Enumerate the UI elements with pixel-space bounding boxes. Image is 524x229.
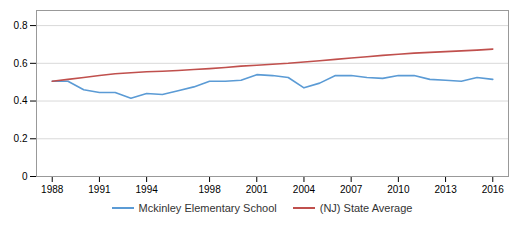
svg-text:2004: 2004 [293, 184, 316, 195]
svg-text:2016: 2016 [482, 184, 505, 195]
svg-text:1988: 1988 [41, 184, 64, 195]
svg-text:1998: 1998 [198, 184, 221, 195]
svg-text:2010: 2010 [387, 184, 410, 195]
svg-text:0: 0 [22, 171, 28, 182]
html-text:(NJ) State Average: (NJ) State Average [319, 202, 413, 214]
svg-text:0.4: 0.4 [14, 95, 28, 106]
svg-text:0.8: 0.8 [14, 20, 28, 31]
html-text:Mckinley Elementary School: Mckinley Elementary School [138, 202, 277, 214]
svg-text:1991: 1991 [88, 184, 111, 195]
svg-text:2001: 2001 [246, 184, 269, 195]
svg-text:0.2: 0.2 [14, 133, 28, 144]
svg-text:0.6: 0.6 [14, 58, 28, 69]
svg-text:2013: 2013 [434, 184, 457, 195]
svg-text:2007: 2007 [340, 184, 363, 195]
svg-text:1994: 1994 [136, 184, 159, 195]
